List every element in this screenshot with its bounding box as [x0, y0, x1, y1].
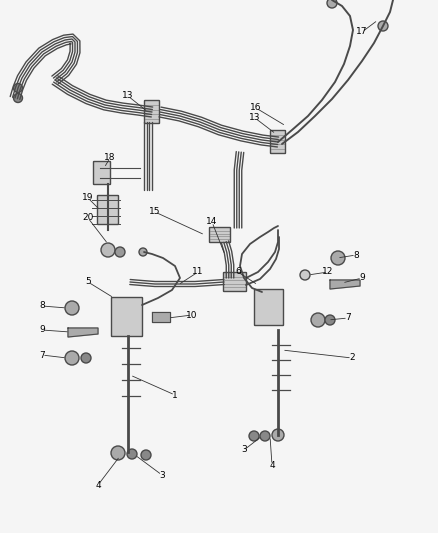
Text: 18: 18: [104, 154, 116, 163]
Circle shape: [65, 351, 79, 365]
Text: 8: 8: [353, 251, 359, 260]
FancyBboxPatch shape: [271, 131, 286, 154]
Circle shape: [115, 247, 125, 257]
Circle shape: [260, 431, 270, 441]
FancyBboxPatch shape: [98, 196, 119, 224]
Text: 10: 10: [186, 311, 198, 319]
Text: 17: 17: [356, 28, 368, 36]
FancyBboxPatch shape: [145, 101, 159, 124]
Circle shape: [325, 315, 335, 325]
Polygon shape: [330, 280, 360, 289]
Text: 13: 13: [249, 114, 261, 123]
Circle shape: [14, 84, 22, 93]
Circle shape: [127, 449, 137, 459]
Polygon shape: [68, 328, 98, 337]
Text: 6: 6: [235, 268, 241, 277]
FancyBboxPatch shape: [254, 289, 283, 326]
Text: 3: 3: [241, 446, 247, 455]
Circle shape: [311, 313, 325, 327]
Text: 8: 8: [39, 302, 45, 311]
Text: 13: 13: [122, 92, 134, 101]
FancyBboxPatch shape: [112, 297, 142, 336]
Circle shape: [327, 0, 337, 8]
Text: 19: 19: [82, 193, 94, 203]
FancyBboxPatch shape: [93, 161, 110, 184]
Circle shape: [65, 301, 79, 315]
Circle shape: [272, 429, 284, 441]
Text: 4: 4: [95, 481, 101, 489]
Text: 16: 16: [250, 103, 262, 112]
Circle shape: [14, 93, 22, 102]
Circle shape: [300, 270, 310, 280]
Circle shape: [81, 353, 91, 363]
Circle shape: [141, 450, 151, 460]
Circle shape: [331, 251, 345, 265]
Circle shape: [249, 431, 259, 441]
Text: 15: 15: [149, 207, 161, 216]
Circle shape: [139, 248, 147, 256]
Text: 4: 4: [269, 461, 275, 470]
Circle shape: [101, 243, 115, 257]
Text: 11: 11: [192, 268, 204, 277]
Text: 5: 5: [85, 278, 91, 287]
Circle shape: [378, 21, 388, 31]
FancyBboxPatch shape: [209, 228, 230, 243]
Text: 3: 3: [159, 471, 165, 480]
Text: 9: 9: [359, 273, 365, 282]
Text: 9: 9: [39, 326, 45, 335]
Text: 1: 1: [172, 391, 178, 400]
Text: 7: 7: [39, 351, 45, 359]
Text: 7: 7: [345, 313, 351, 322]
FancyBboxPatch shape: [223, 272, 247, 292]
Circle shape: [111, 446, 125, 460]
Text: 2: 2: [349, 353, 355, 362]
Polygon shape: [152, 312, 170, 322]
Text: 20: 20: [82, 214, 94, 222]
Text: 14: 14: [206, 217, 218, 227]
Text: 12: 12: [322, 268, 334, 277]
